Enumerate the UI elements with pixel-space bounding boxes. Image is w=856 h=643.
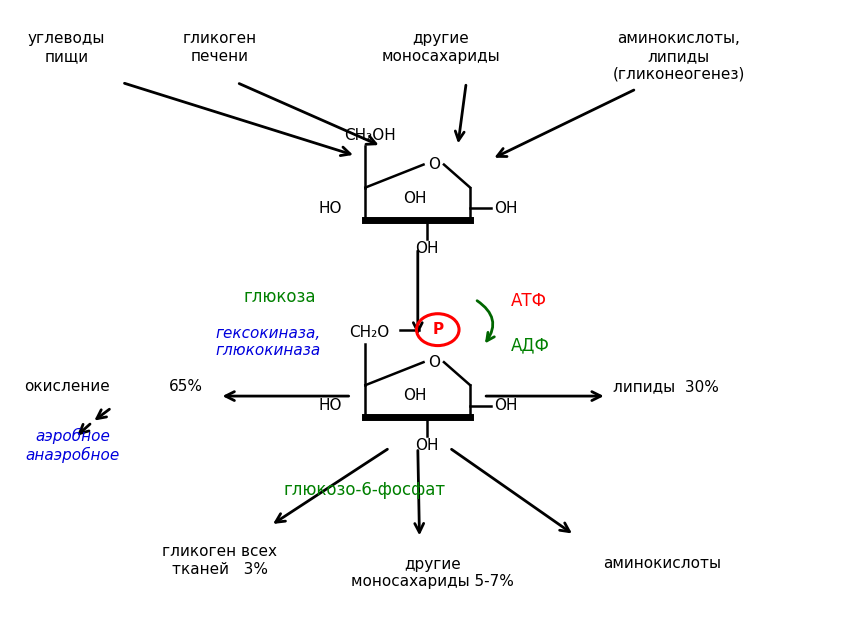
Text: другие
моносахариды: другие моносахариды [382,32,500,64]
Text: АДФ: АДФ [511,337,550,355]
Text: гликоген
печени: гликоген печени [182,32,257,64]
Text: OH: OH [403,190,426,206]
Text: OH: OH [416,240,439,256]
Text: глюкоза: глюкоза [243,288,316,306]
Text: аминокислоты: аминокислоты [603,556,721,571]
Text: аэробное
анаэробное: аэробное анаэробное [26,428,120,463]
Text: O: O [428,355,440,370]
Text: окисление: окисление [24,379,110,394]
Text: HO: HO [318,201,342,215]
Text: углеводы
пищи: углеводы пищи [28,32,105,64]
Text: P: P [432,322,443,337]
Text: O: O [428,157,440,172]
Text: OH: OH [494,201,517,215]
Text: CH₂O: CH₂O [349,325,389,340]
Text: OH: OH [416,439,439,453]
Text: CH₂OH: CH₂OH [344,128,395,143]
Text: липиды  30%: липиды 30% [613,379,719,394]
Text: АТФ: АТФ [511,292,547,310]
Text: 65%: 65% [169,379,203,394]
Text: HO: HO [318,398,342,413]
Text: аминокислоты,
липиды
(гликонеогенез): аминокислоты, липиды (гликонеогенез) [613,32,745,81]
Text: гликоген всех
тканей   3%: гликоген всех тканей 3% [162,545,277,577]
Text: OH: OH [403,388,426,403]
Text: OH: OH [494,398,517,413]
Text: другие
моносахариды 5-7%: другие моносахариды 5-7% [351,557,514,590]
Text: глюкозо-6-фосфат: глюкозо-6-фосфат [283,482,445,500]
Text: гексокиназа,
глюкокиназа: гексокиназа, глюкокиназа [216,326,321,358]
